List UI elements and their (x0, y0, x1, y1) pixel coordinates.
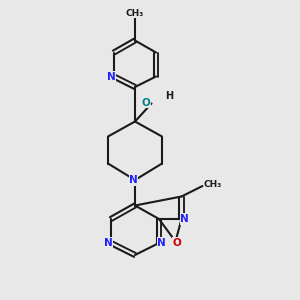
Text: N: N (107, 71, 116, 82)
Text: O: O (172, 238, 182, 248)
Text: N: N (129, 175, 138, 185)
Text: N: N (157, 238, 166, 248)
Text: CH₃: CH₃ (126, 9, 144, 18)
Text: H: H (165, 91, 174, 101)
Text: O: O (141, 98, 150, 108)
Text: N: N (104, 238, 113, 248)
Text: N: N (180, 214, 189, 224)
Text: CH₃: CH₃ (204, 180, 222, 189)
